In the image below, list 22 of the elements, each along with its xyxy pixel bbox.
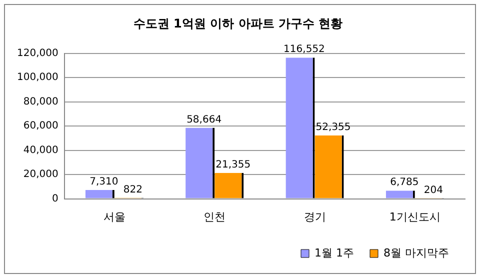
- x-tick-label: 1기신도시: [389, 210, 440, 224]
- data-label: 7,310: [90, 176, 118, 188]
- data-label: 116,552: [284, 44, 325, 56]
- legend-label: 8월 마지막주: [384, 246, 450, 260]
- x-tick-label: 경기: [304, 210, 326, 224]
- y-tick-label: 100,000: [16, 72, 58, 84]
- data-label: 52,355: [316, 122, 351, 133]
- y-tick-label: 120,000: [16, 48, 58, 59]
- x-tick-label: 서울: [103, 210, 126, 224]
- y-tick-label: 20,000: [23, 169, 58, 180]
- y-tick-label: 0: [52, 193, 58, 204]
- y-tick-label: 80,000: [23, 96, 58, 108]
- y-tick-label: 60,000: [23, 120, 58, 132]
- data-label: 21,355: [216, 160, 251, 171]
- y-tick-label: 40,000: [23, 144, 58, 156]
- data-label: 822: [123, 184, 143, 196]
- chart-title: 수도권 1억원 이하 아파트 가구수 현황: [133, 16, 343, 30]
- legend-label: 1월 1주: [314, 246, 354, 260]
- data-label: 58,664: [186, 114, 222, 126]
- data-label: 204: [424, 185, 443, 196]
- x-tick-label: 인천: [204, 210, 226, 224]
- data-label: 6,785: [390, 177, 419, 188]
